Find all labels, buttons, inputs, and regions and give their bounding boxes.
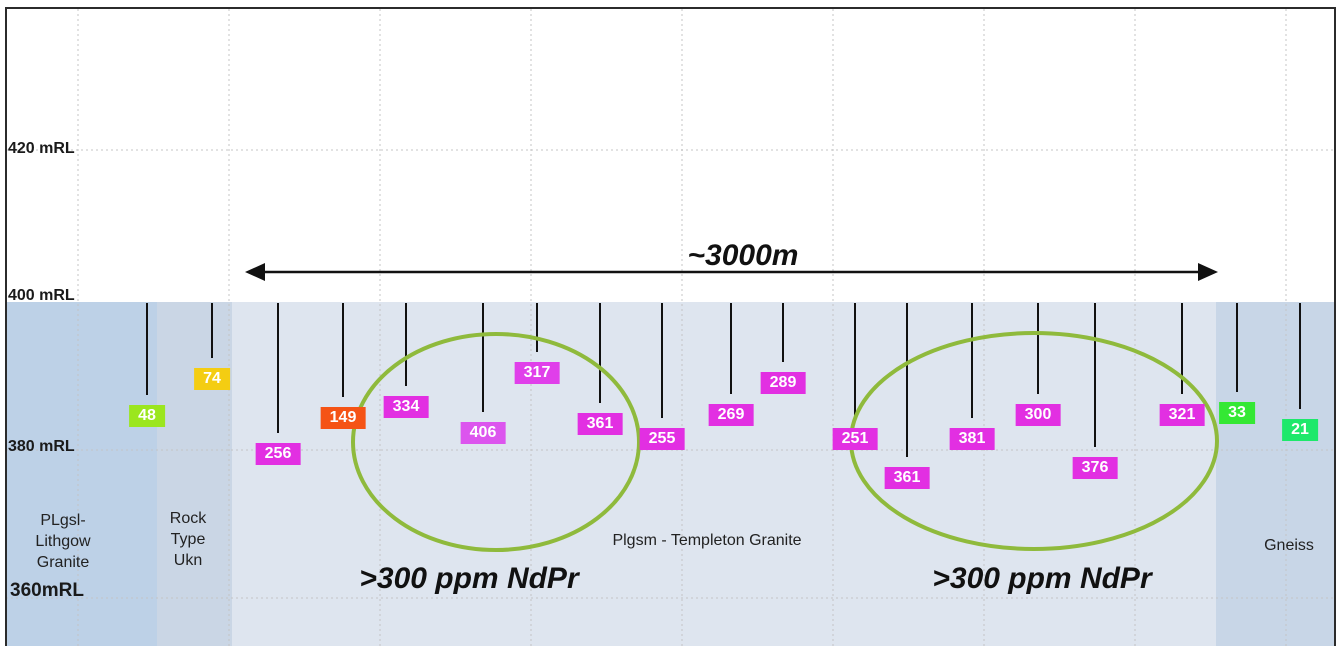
- elevation-label-360: 360mRL: [10, 580, 84, 601]
- drill-trace: [661, 303, 663, 418]
- drill-trace: [1181, 303, 1183, 394]
- zone-label-rock-type-unknown: Rock Type Ukn: [169, 510, 207, 569]
- drill-trace: [1299, 303, 1301, 409]
- drill-trace: [342, 303, 344, 397]
- drill-trace: [854, 303, 856, 418]
- grade-tag: 321: [1159, 404, 1205, 426]
- zone-gneiss: [1216, 302, 1335, 646]
- grid: [6, 9, 1335, 646]
- drill-trace: [599, 303, 601, 403]
- drill-trace: [906, 303, 908, 457]
- drill-trace: [405, 303, 407, 386]
- zone-label-lithgow-granite: PLgsl- Lithgow Granite: [35, 512, 91, 571]
- zone-label-templeton-granite: Plgsm - Templeton Granite: [612, 532, 802, 549]
- zone-label-gneiss: Gneiss: [1264, 537, 1314, 554]
- zone-templeton-granite: [232, 302, 1216, 646]
- drill-trace: [782, 303, 784, 362]
- grade-tag: 48: [129, 405, 165, 427]
- grade-tag: 381: [949, 428, 995, 450]
- distance-label: ~3000m: [687, 239, 799, 272]
- arrowhead-left-icon: [245, 263, 265, 281]
- anomaly-label-left: >300 ppm NdPr: [359, 562, 579, 595]
- grade-tag: 376: [1072, 457, 1118, 479]
- drill-trace: [1236, 303, 1238, 392]
- grade-tag: 334: [383, 396, 429, 418]
- grade-tag: 251: [832, 428, 878, 450]
- anomaly-ellipse-left: [351, 332, 641, 552]
- elevation-label-400: 400 mRL: [8, 287, 75, 304]
- drill-trace: [1037, 303, 1039, 394]
- grade-tag: 149: [320, 407, 366, 429]
- drill-trace: [146, 303, 148, 395]
- anomaly-label-right: >300 ppm NdPr: [932, 562, 1152, 595]
- grade-tag: 317: [514, 362, 560, 384]
- drill-trace: [277, 303, 279, 433]
- grade-tag: 300: [1015, 404, 1061, 426]
- grade-tag: 74: [194, 368, 230, 390]
- drill-trace: [971, 303, 973, 418]
- elevation-label-420: 420 mRL: [8, 140, 75, 157]
- distance-arrow: [245, 263, 1218, 281]
- arrowhead-right-icon: [1198, 263, 1218, 281]
- grade-tag: 406: [460, 422, 506, 444]
- drill-trace: [730, 303, 732, 394]
- grade-tag: 33: [1219, 402, 1255, 424]
- zone-lithgow-granite: [6, 302, 157, 646]
- grade-tag: 255: [639, 428, 685, 450]
- zone-rock-type-unknown: [157, 302, 232, 646]
- grade-tag: 289: [760, 372, 806, 394]
- grade-tag: 21: [1282, 419, 1318, 441]
- drill-trace: [211, 303, 213, 358]
- drill-trace: [1094, 303, 1096, 447]
- grade-tag: 256: [255, 443, 301, 465]
- elevation-label-380: 380 mRL: [8, 438, 75, 455]
- grade-tag: 361: [884, 467, 930, 489]
- drill-trace: [536, 303, 538, 352]
- anomaly-ellipse-right: [849, 331, 1219, 551]
- grade-tag: 361: [577, 413, 623, 435]
- grade-tag: 269: [708, 404, 754, 426]
- drill-trace: [482, 303, 484, 412]
